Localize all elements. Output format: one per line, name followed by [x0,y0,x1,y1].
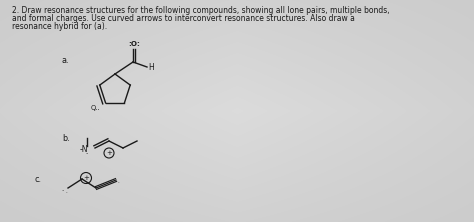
Text: ..: .. [85,149,89,155]
Text: :O:: :O: [128,41,140,47]
Text: and formal charges. Use curved arrows to interconvert resonance structures. Also: and formal charges. Use curved arrows to… [12,14,355,23]
Text: c.: c. [35,175,42,184]
Text: b.: b. [62,134,70,143]
Text: resonance hybrid for (a).: resonance hybrid for (a). [12,22,107,31]
Text: +: + [106,150,112,156]
Text: +: + [83,175,89,181]
Text: a.: a. [62,56,70,65]
Text: Q..: Q.. [91,105,100,111]
Text: ·: · [61,188,63,194]
Text: H: H [148,63,154,71]
Text: -N: -N [80,145,89,153]
Text: ·: · [117,180,119,186]
Text: ·: · [65,190,67,196]
Text: 2. Draw resonance structures for the following compounds, showing all lone pairs: 2. Draw resonance structures for the fol… [12,6,390,15]
